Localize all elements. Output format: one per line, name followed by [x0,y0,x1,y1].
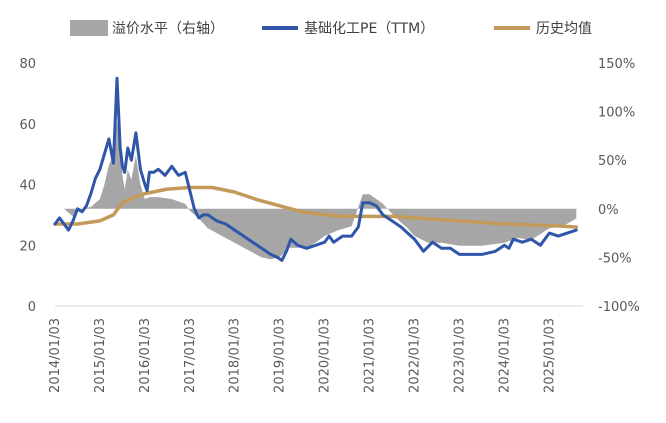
y-right-tick-label: -50% [598,251,632,266]
pe-ttm-line [53,76,578,262]
y-right-tick-label: 100% [598,106,635,121]
y-left-tick-label: 40 [19,179,36,194]
legend-label: 历史均值 [536,21,592,37]
x-tick-label: 2018/01/03 [228,318,243,393]
x-tick-label: 2021/01/03 [363,318,378,393]
x-tick-label: 2019/01/03 [273,318,288,393]
y-left-tick-label: 60 [19,118,36,133]
legend-swatch-premium [70,20,108,36]
x-tick-label: 2014/01/03 [48,318,63,393]
x-tick-label: 2016/01/03 [138,318,153,393]
x-tick-label: 2025/01/03 [542,318,557,393]
axis-layer: 0 20 40 60 80 -100% -50% 0% 50% 100% 150% 2014/01/0… [19,57,639,393]
premium-area-layer [55,121,577,260]
y-left-tick-label: 80 [19,57,36,72]
y-right-tick-label: -100% [598,300,640,315]
y-right-tick-label: 50% [598,154,627,169]
x-tick-label: 2023/01/03 [452,318,467,393]
x-tick-label: 2020/01/03 [318,318,333,393]
y-left-tick-label: 20 [19,239,36,254]
x-tick-label: 2015/01/03 [93,318,108,393]
premium-area [55,121,577,260]
y-left-tick-label: 0 [28,300,36,315]
x-tick-label: 2024/01/03 [497,318,512,393]
y-right-tick-label: 150% [598,57,635,72]
legend-label: 溢价水平（右轴） [112,21,224,37]
x-tick-label: 2017/01/03 [183,318,198,393]
historical-mean-line [53,185,579,229]
y-right-tick-label: 0% [598,203,619,218]
x-tick-label: 2022/01/03 [407,318,422,393]
legend-label: 基础化工PE（TTM） [304,20,434,37]
line-layer [53,76,579,262]
legend: 溢价水平（右轴） 基础化工PE（TTM） 历史均值 [70,20,592,37]
